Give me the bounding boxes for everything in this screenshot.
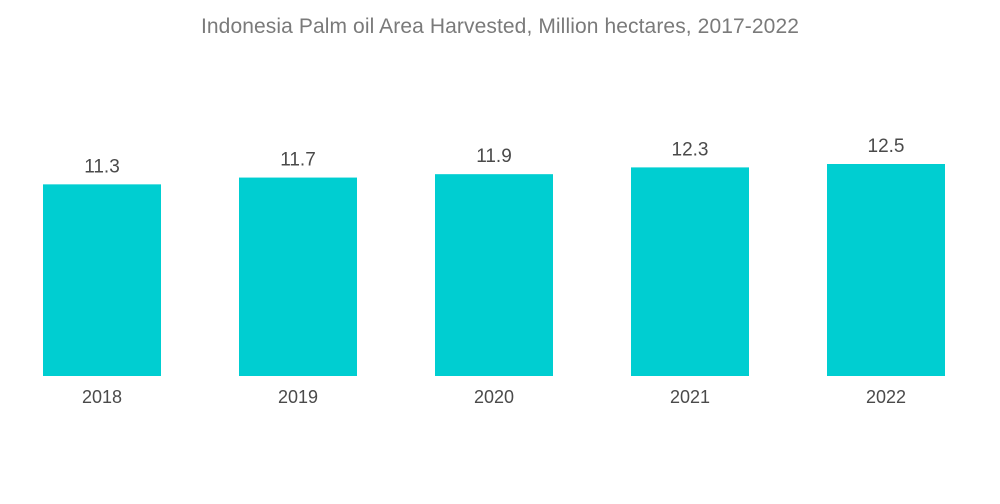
data-label-2019: 11.7 — [280, 150, 316, 171]
data-label-2018: 11.3 — [84, 156, 120, 177]
data-label-2020: 11.9 — [476, 146, 512, 167]
x-tick-label-2020: 2020 — [474, 387, 514, 407]
data-label-2022: 12.5 — [868, 136, 905, 157]
bar-2021 — [631, 167, 749, 376]
x-tick-label-2018: 2018 — [82, 387, 122, 407]
bar-2019 — [239, 177, 357, 376]
bar-2020 — [435, 174, 553, 376]
chart-title: Indonesia Palm oil Area Harvested, Milli… — [200, 15, 800, 38]
x-tick-label-2021: 2021 — [670, 387, 710, 407]
x-tick-label-2019: 2019 — [278, 387, 318, 407]
bar-2022 — [827, 164, 945, 376]
x-tick-label-2022: 2022 — [866, 387, 906, 407]
bar-2018 — [43, 184, 161, 376]
data-label-2021: 12.3 — [672, 139, 709, 160]
